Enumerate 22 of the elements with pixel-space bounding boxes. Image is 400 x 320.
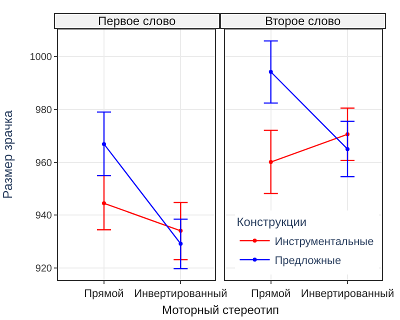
point [102, 201, 106, 206]
x-tick-label: Инвертированный [134, 288, 228, 300]
x-tick-label: Прямой [251, 288, 291, 300]
legend-title: Конструкции [236, 215, 307, 230]
point [102, 142, 106, 146]
chart-title: Первое слово [98, 14, 176, 28]
point [268, 70, 273, 74]
point [178, 242, 183, 246]
x-axis-title: Моторный стереотип [162, 303, 280, 317]
y-tick-label: 980 [35, 104, 52, 116]
y-axis-title: Размер зрачка [0, 110, 15, 199]
y-tick-label: 1000 [30, 52, 52, 64]
y-tick-label: 920 [35, 264, 52, 275]
point [346, 147, 350, 152]
point [268, 160, 273, 164]
y-tick-label: 940 [35, 210, 52, 222]
y-tick-label: 960 [35, 158, 52, 169]
chart-title: Второе слово [264, 14, 342, 28]
x-tick-label: Прямой [84, 288, 124, 300]
legend-label: Инструментальные [274, 236, 374, 248]
legend-label: Предложные [274, 254, 342, 267]
x-tick-label: Инвертированный [300, 288, 394, 300]
